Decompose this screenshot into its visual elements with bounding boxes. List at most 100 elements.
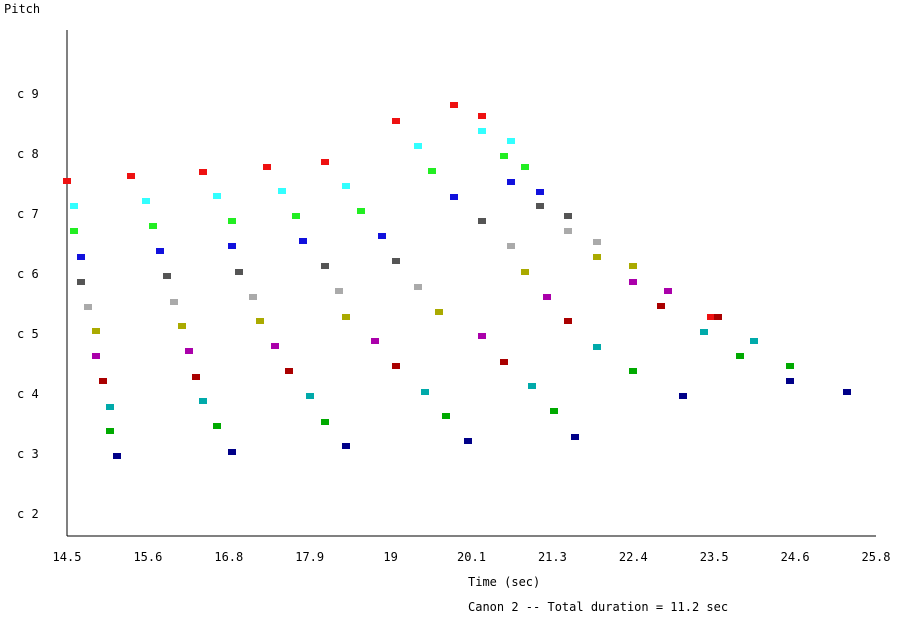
x-axis-label: Time (sec): [468, 575, 540, 589]
note-point-voice-12: [571, 434, 579, 440]
note-point-voice-4: [507, 179, 515, 185]
note-point-voice-6: [335, 288, 343, 294]
note-point-voice-6: [170, 299, 178, 305]
y-tick-label: c 8: [17, 147, 39, 161]
note-point-voice-8: [478, 333, 486, 339]
note-point-voice-1: [63, 178, 71, 184]
note-point-voice-8: [543, 294, 551, 300]
note-point-voice-7: [521, 269, 529, 275]
note-point-voice-2: [70, 203, 78, 209]
note-point-voice-3: [428, 168, 436, 174]
note-point-voice-2: [507, 138, 515, 144]
note-point-voice-2: [278, 188, 286, 194]
note-point-voice-12: [464, 438, 472, 444]
note-point-voice-10: [528, 383, 536, 389]
note-point-voice-12: [843, 389, 851, 395]
x-tick-labels: 14.5 15.6 16.8 17.9 19 20.1 21.3 22.4 23.5 24.6 25…: [53, 550, 891, 564]
note-point-voice-7: [178, 323, 186, 329]
note-point-voice-11: [550, 408, 558, 414]
note-point-voice-3: [149, 223, 157, 229]
y-tick-label: c 7: [17, 207, 39, 221]
note-point-voice-5: [321, 263, 329, 269]
note-point-voice-7: [342, 314, 350, 320]
note-point-voice-8: [664, 288, 672, 294]
y-axis-label: Pitch: [4, 2, 40, 16]
note-point-voice-11: [736, 353, 744, 359]
note-point-voice-5: [478, 218, 486, 224]
note-point-voice-3: [521, 164, 529, 170]
note-point-voice-6: [593, 239, 601, 245]
note-point-voice-2: [414, 143, 422, 149]
note-point-voice-4: [228, 243, 236, 249]
note-point-voice-10: [593, 344, 601, 350]
note-point-voice-3: [500, 153, 508, 159]
note-point-voice-1: [478, 113, 486, 119]
note-point-voice-6: [564, 228, 572, 234]
note-point-voice-6: [249, 294, 257, 300]
note-point-voice-7: [256, 318, 264, 324]
note-point-voice-11: [321, 419, 329, 425]
x-tick-label: 15.6: [133, 550, 162, 564]
note-point-voice-10: [106, 404, 114, 410]
x-tick-label: 14.5: [53, 550, 82, 564]
note-point-voice-5: [564, 213, 572, 219]
note-point-voice-10: [306, 393, 314, 399]
note-point-voice-1: [392, 118, 400, 124]
note-point-voice-9: [285, 368, 293, 374]
note-point-voice-3: [228, 218, 236, 224]
note-point-voice-9: [564, 318, 572, 324]
note-point-voice-10: [199, 398, 207, 404]
note-marks: [63, 102, 851, 459]
note-point-voice-2: [342, 183, 350, 189]
note-point-voice-1: [199, 169, 207, 175]
note-point-voice-2: [478, 128, 486, 134]
note-point-voice-6: [507, 243, 515, 249]
note-point-voice-10: [700, 329, 708, 335]
note-point-voice-7: [92, 328, 100, 334]
x-tick-label: 23.5: [700, 550, 729, 564]
y-tick-label: c 9: [17, 87, 39, 101]
note-point-voice-4: [536, 189, 544, 195]
note-point-voice-10: [750, 338, 758, 344]
note-point-voice-4: [77, 254, 85, 260]
x-tick-label: 20.1: [457, 550, 486, 564]
note-point-voice-8: [271, 343, 279, 349]
note-point-voice-5: [77, 279, 85, 285]
note-point-voice-12: [679, 393, 687, 399]
note-point-voice-1: [450, 102, 458, 108]
note-point-voice-8: [92, 353, 100, 359]
x-tick-label: 25.8: [862, 550, 891, 564]
note-point-voice-11: [786, 363, 794, 369]
note-point-voice-9: [500, 359, 508, 365]
note-point-voice-4: [156, 248, 164, 254]
note-point-voice-12: [786, 378, 794, 384]
chart-caption: Canon 2 -- Total duration = 11.2 sec: [468, 600, 728, 614]
note-point-voice-1: [707, 314, 715, 320]
x-tick-label: 17.9: [295, 550, 324, 564]
x-tick-label: 22.4: [619, 550, 648, 564]
note-point-voice-7: [629, 263, 637, 269]
note-point-voice-9: [714, 314, 722, 320]
note-point-voice-3: [357, 208, 365, 214]
note-point-voice-1: [321, 159, 329, 165]
x-tick-label: 16.8: [214, 550, 243, 564]
note-point-voice-1: [263, 164, 271, 170]
note-point-voice-4: [299, 238, 307, 244]
y-tick-label: c 3: [17, 447, 39, 461]
y-tick-label: c 2: [17, 507, 39, 521]
note-point-voice-8: [185, 348, 193, 354]
note-point-voice-4: [378, 233, 386, 239]
note-point-voice-5: [163, 273, 171, 279]
note-point-voice-3: [70, 228, 78, 234]
note-point-voice-8: [371, 338, 379, 344]
note-point-voice-5: [235, 269, 243, 275]
note-point-voice-9: [657, 303, 665, 309]
note-point-voice-9: [192, 374, 200, 380]
y-tick-label: c 6: [17, 267, 39, 281]
note-point-voice-1: [127, 173, 135, 179]
note-point-voice-11: [442, 413, 450, 419]
y-tick-label: c 5: [17, 327, 39, 341]
note-point-voice-8: [629, 279, 637, 285]
x-tick-label: 19: [383, 550, 397, 564]
